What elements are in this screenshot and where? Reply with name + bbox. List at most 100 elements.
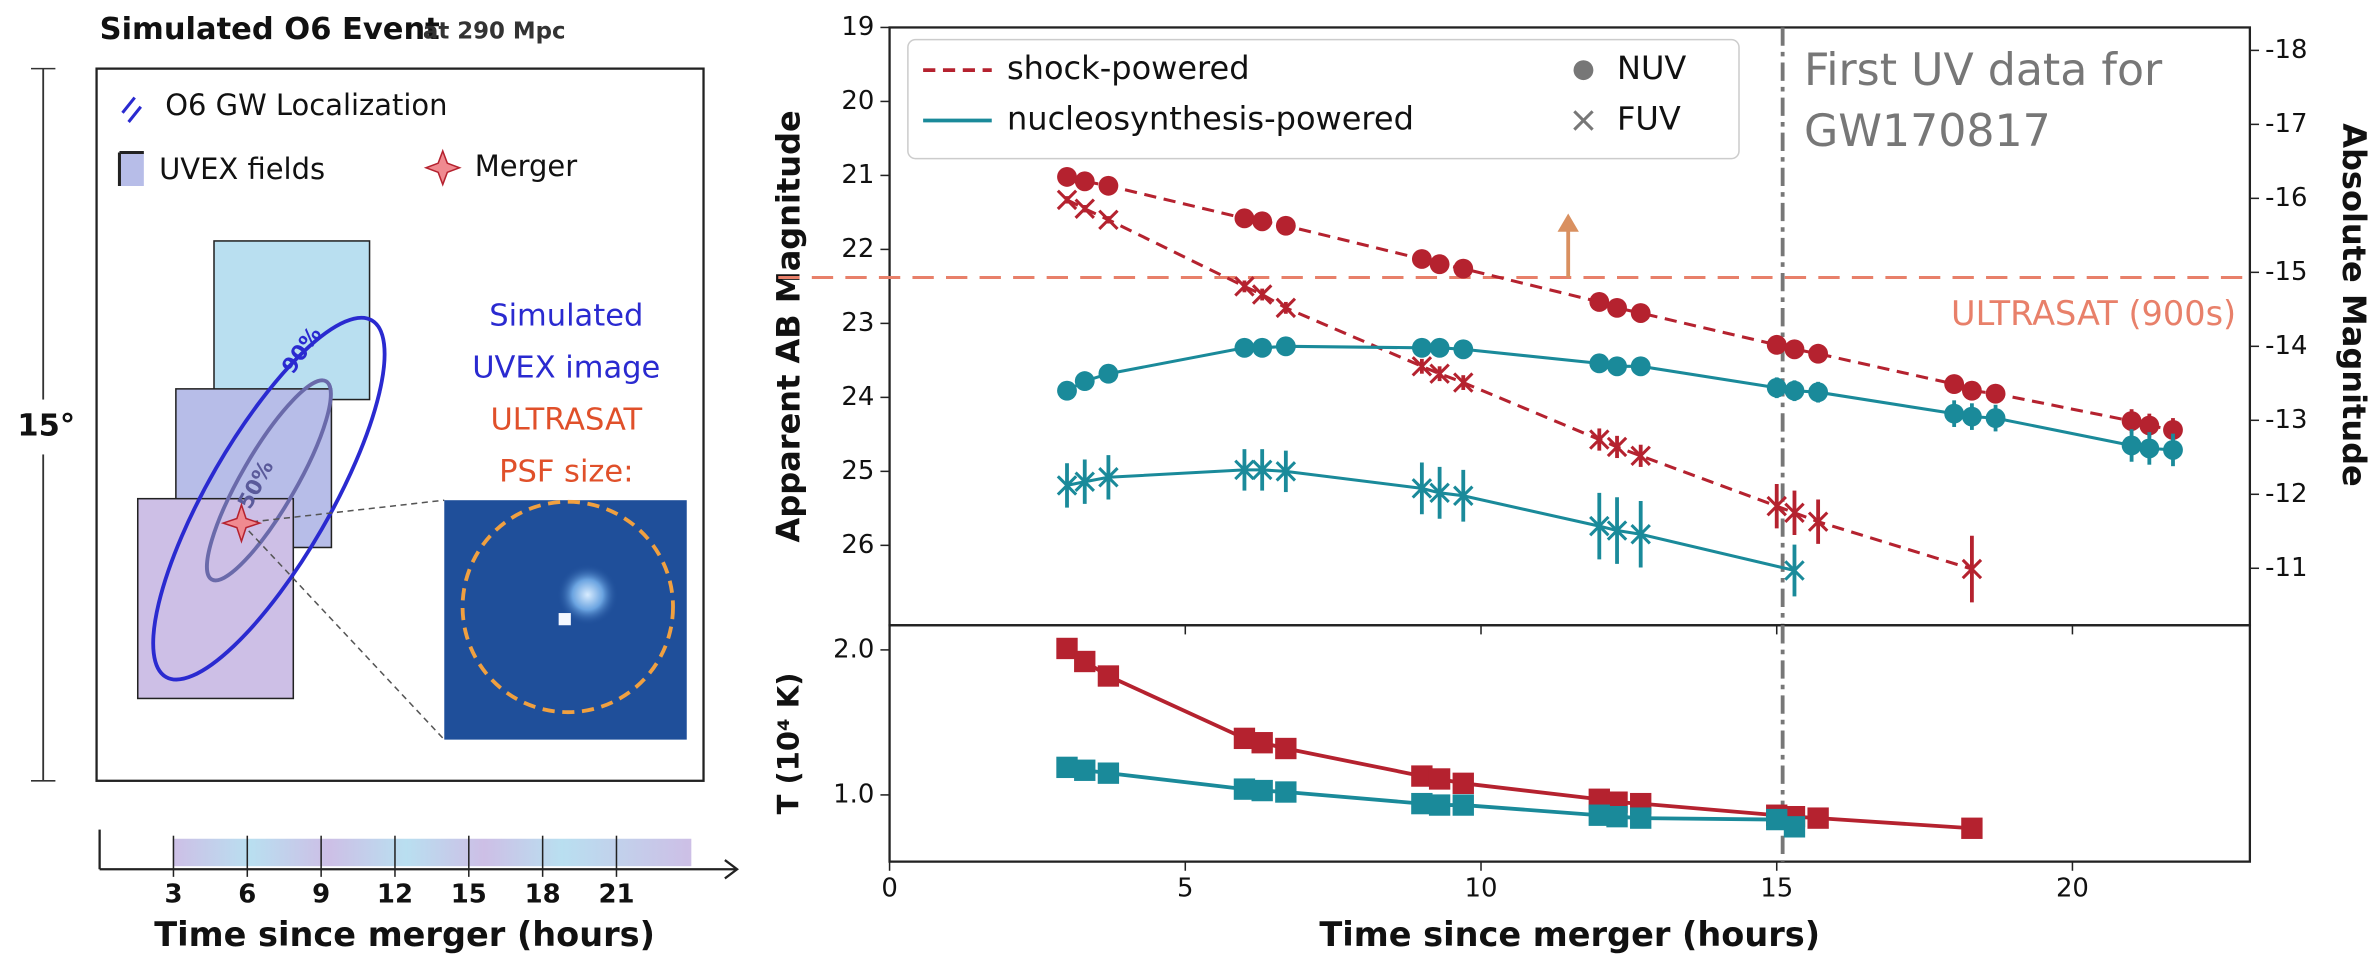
x-tick-label: 6	[238, 880, 256, 910]
marker	[1428, 794, 1451, 816]
marker	[1098, 175, 1119, 196]
marker	[1411, 356, 1433, 377]
marker	[1056, 475, 1078, 496]
marker	[1057, 166, 1077, 187]
marker	[1074, 650, 1096, 673]
x-tick-label: 5	[1177, 874, 1193, 904]
y2-tick-label: -13	[2265, 405, 2307, 435]
y-tick-label: 2.0	[833, 634, 874, 664]
marker	[1784, 502, 1805, 524]
vline-label: GW170817	[1804, 106, 2051, 157]
marker	[1275, 737, 1297, 760]
marker	[1411, 249, 1432, 269]
series-line	[1065, 646, 1973, 831]
marker	[1251, 284, 1273, 305]
threshold-label: ULTRASAT (900s)	[1951, 294, 2236, 333]
x-axis-label: Time since merger (hours)	[1319, 915, 1820, 954]
marker	[1098, 363, 1119, 384]
y2-tick-label: -18	[2265, 35, 2307, 65]
marker	[1057, 380, 1077, 401]
marker	[1056, 189, 1078, 211]
merger-star	[220, 502, 263, 544]
marker	[1453, 485, 1474, 507]
marker	[1808, 343, 1829, 364]
legend-field-border	[117, 150, 144, 187]
zoom-line	[241, 499, 445, 524]
y-tick-label: 19	[841, 12, 874, 42]
marker	[1766, 495, 1787, 517]
marker	[1275, 461, 1297, 482]
x-tick-label: 20	[2056, 874, 2089, 904]
x-axis-label: Time since merger (hours)	[154, 915, 655, 954]
marker	[1234, 276, 1255, 297]
marker	[1252, 337, 1273, 358]
marker	[1808, 382, 1829, 403]
marker	[1783, 816, 1806, 838]
x-tick-label: 10	[1465, 874, 1498, 904]
marker	[1807, 807, 1829, 829]
marker	[2139, 438, 2160, 459]
marker	[1630, 356, 1651, 377]
marker	[1589, 429, 1610, 450]
y-tick-label: 21	[841, 160, 874, 190]
panel-title: Simulated O6 Event	[100, 12, 440, 47]
marker	[1766, 377, 1787, 398]
x-tick-label: 12	[377, 880, 413, 910]
timeline-arrow	[724, 859, 739, 880]
panel-subtitle: at 290 Mpc	[423, 19, 566, 45]
marker	[1630, 445, 1651, 467]
marker	[1452, 794, 1474, 816]
y-axis-label: T (10⁴ K)	[771, 673, 805, 815]
marker	[1807, 511, 1829, 532]
marker	[1233, 778, 1256, 800]
marker	[1074, 198, 1095, 219]
zoom-line	[240, 522, 445, 741]
marker	[1630, 524, 1651, 545]
uvex-field	[213, 240, 371, 401]
psf-circle	[460, 499, 675, 715]
marker	[1453, 258, 1474, 279]
marker	[1098, 209, 1119, 231]
y-tick-label: 20	[841, 86, 874, 116]
vline-label: First UV data for	[1804, 45, 2163, 96]
y2-tick-label: -17	[2265, 109, 2307, 139]
marker	[1411, 765, 1433, 787]
legend-label: nucleosynthesis-powered	[1007, 99, 1414, 137]
marker	[1452, 772, 1474, 794]
marker	[1607, 356, 1627, 377]
scale-label-bg	[12, 399, 77, 455]
observation-strip	[172, 838, 692, 867]
marker	[2163, 420, 2183, 440]
limit-arrow-head	[1557, 213, 1579, 232]
legend-marker	[1573, 60, 1594, 81]
x-tick-label: 9	[312, 880, 330, 910]
bright-pixel	[558, 613, 571, 626]
marker	[1961, 558, 1983, 580]
marker	[1429, 254, 1450, 275]
y2-tick-label: -15	[2265, 257, 2307, 287]
y2-tick-label: -11	[2265, 553, 2307, 583]
marker	[1766, 808, 1788, 831]
marker	[1961, 817, 1983, 839]
marker	[1630, 303, 1651, 323]
marker	[1606, 436, 1628, 458]
marker	[1074, 759, 1096, 781]
y-tick-label: 1.0	[833, 779, 874, 809]
marker	[1589, 353, 1610, 374]
marker	[1428, 768, 1451, 790]
marker	[1411, 478, 1433, 499]
marker	[2139, 415, 2160, 436]
scale-label: 15°	[17, 408, 75, 443]
legend-field-icon	[119, 152, 144, 187]
marker	[1097, 665, 1120, 687]
marker	[1251, 459, 1273, 481]
marker	[1098, 467, 1119, 488]
image-caption: UVEX image	[472, 351, 660, 386]
marker	[1453, 372, 1474, 393]
y2-tick-label: -12	[2265, 479, 2307, 509]
source-spot	[557, 564, 619, 626]
y-tick-label: 24	[841, 382, 874, 412]
x-tick-label: 3	[164, 880, 182, 910]
